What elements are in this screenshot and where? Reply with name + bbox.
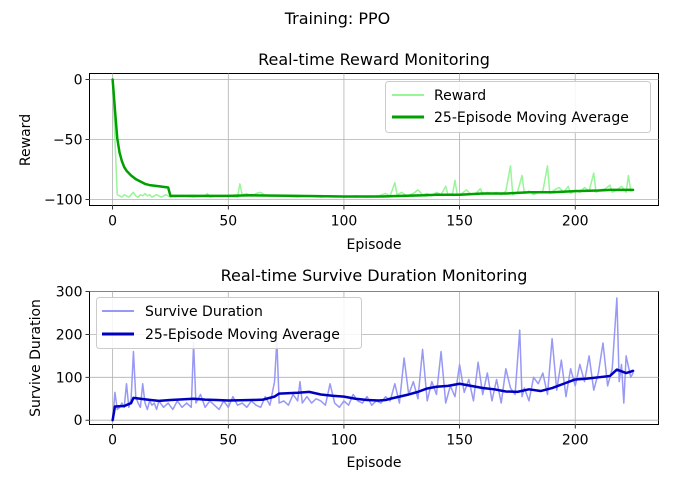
x-tick-label: 100 [331,214,358,230]
y-tick-label: 200 [56,327,83,343]
x-tick-label: 150 [446,214,473,230]
survive-chart-axes: 0 50 100 150 200 0 100 200 300 [56,285,589,449]
x-tick-label: 50 [219,433,237,449]
y-tick-label: 100 [56,370,83,386]
reward-legend-label-raw: Reward [434,88,486,104]
reward-chart-legend: Reward 25-Episode Moving Average [385,81,651,133]
reward-chart-series [111,78,635,198]
survive-raw-line [111,297,634,421]
reward-legend-box [385,81,651,133]
survive-chart-xlabel: Episode [347,455,402,471]
reward-chart-axes: 0 50 100 150 200 −100 −50 0 [44,73,589,230]
reward-chart: Real-time Reward Monitoring 0 50 100 150 200… [18,50,659,253]
x-tick-label: 100 [331,433,358,449]
y-tick-label: 300 [56,285,83,301]
reward-raw-line [111,78,634,198]
survive-moving-average-line [111,368,635,422]
survive-legend-label-raw: Survive Duration [145,304,263,320]
x-tick-label: 150 [446,433,473,449]
reward-moving-average-line [111,78,635,198]
survive-legend-label-avg: 25-Episode Moving Average [145,327,340,343]
y-tick-label: 0 [74,413,83,429]
survive-chart-legend: Survive Duration 25-Episode Moving Avera… [96,297,362,349]
y-tick-label: −100 [44,193,82,209]
x-tick-label: 200 [562,214,589,230]
survive-chart: Real-time Survive Duration Monitoring 0 5… [28,266,659,471]
survive-chart-series [111,297,635,422]
y-tick-label: −50 [53,133,83,149]
x-tick-label: 200 [562,433,589,449]
survive-chart-ylabel: Survive Duration [28,299,44,417]
x-tick-label: 0 [108,214,117,230]
x-tick-label: 50 [219,214,237,230]
survive-chart-title: Real-time Survive Duration Monitoring [221,266,528,285]
reward-chart-title: Real-time Reward Monitoring [258,50,490,69]
reward-legend-label-avg: 25-Episode Moving Average [434,110,629,126]
figure-title: Training: PPO [284,9,391,28]
x-tick-label: 0 [108,433,117,449]
reward-chart-xlabel: Episode [347,237,402,253]
reward-chart-ylabel: Reward [18,114,34,166]
survive-legend-box [96,297,362,349]
y-tick-label: 0 [74,73,83,89]
